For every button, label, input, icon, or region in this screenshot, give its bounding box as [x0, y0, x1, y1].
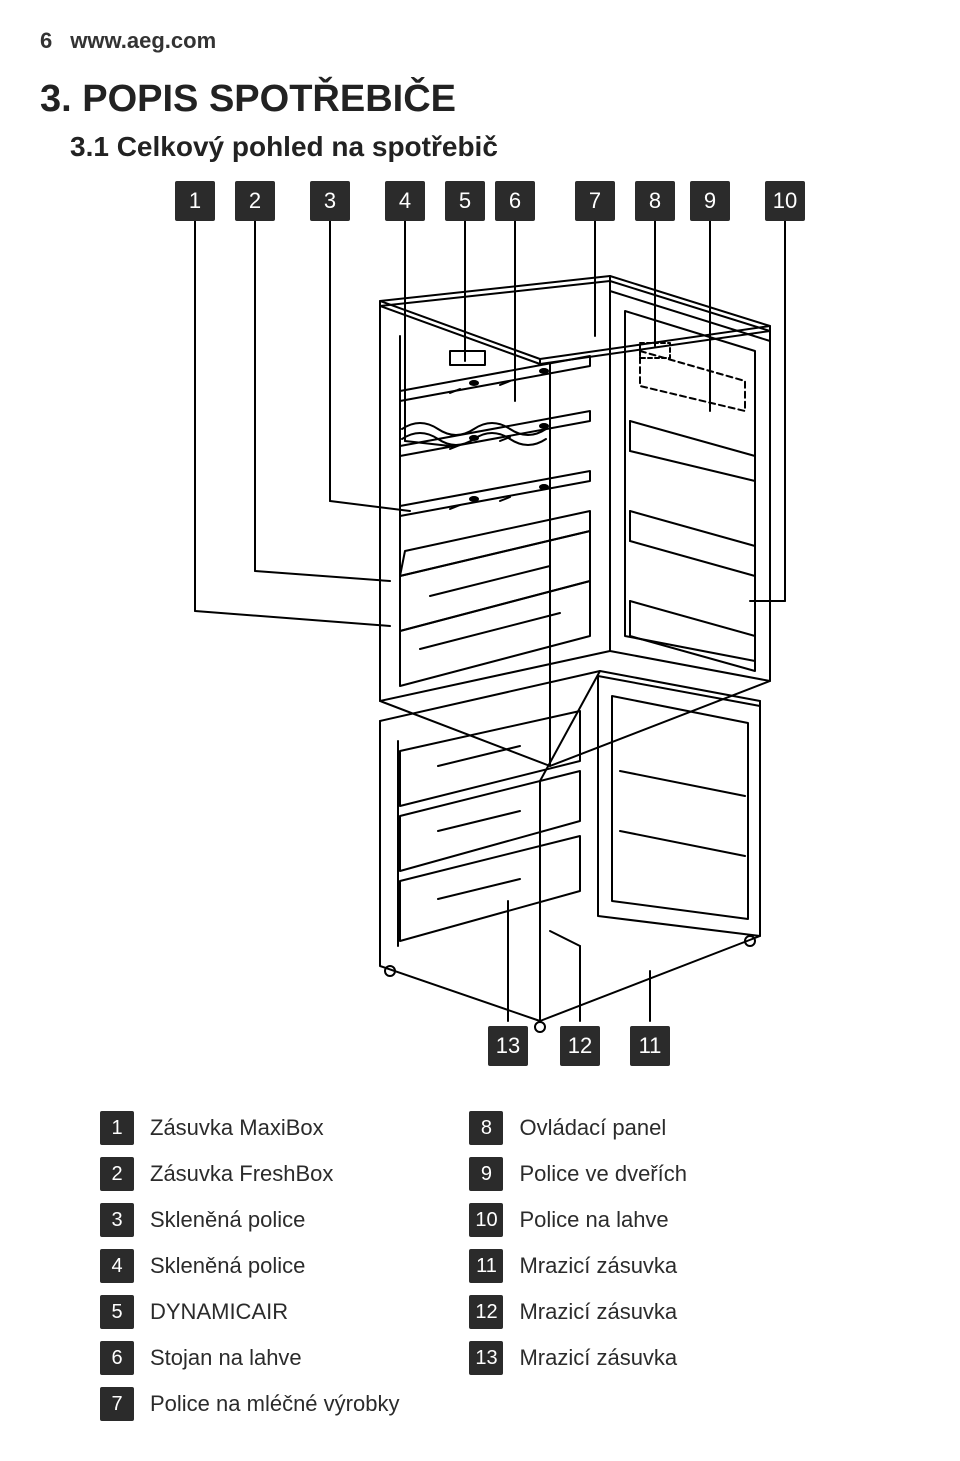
legend-item: 5 DYNAMICAIR	[100, 1295, 399, 1329]
legend-num: 10	[469, 1203, 503, 1237]
legend-label: Zásuvka MaxiBox	[150, 1115, 324, 1141]
page-number: 6	[40, 28, 52, 54]
callout-11: 11	[630, 1026, 670, 1066]
callout-5: 5	[445, 181, 485, 221]
legend-num: 1	[100, 1111, 134, 1145]
legend-num: 7	[100, 1387, 134, 1421]
fridge-svg	[50, 181, 900, 1081]
legend-label: Police na lahve	[519, 1207, 668, 1233]
legend-label: Stojan na lahve	[150, 1345, 302, 1371]
callout-7: 7	[575, 181, 615, 221]
legend-num: 3	[100, 1203, 134, 1237]
legend-num: 6	[100, 1341, 134, 1375]
legend-item: 1 Zásuvka MaxiBox	[100, 1111, 399, 1145]
legend-col-left: 1 Zásuvka MaxiBox 2 Zásuvka FreshBox 3 S…	[100, 1111, 399, 1421]
section-title: 3. POPIS SPOTŘEBIČE	[40, 78, 890, 121]
callout-8: 8	[635, 181, 675, 221]
callout-3: 3	[310, 181, 350, 221]
legend-label: Ovládací panel	[519, 1115, 666, 1141]
legend-label: Mrazicí zásuvka	[519, 1299, 677, 1325]
legend-label: Police na mléčné výrobky	[150, 1391, 399, 1417]
callout-4: 4	[385, 181, 425, 221]
callout-2: 2	[235, 181, 275, 221]
legend-num: 11	[469, 1249, 503, 1283]
site-url: www.aeg.com	[70, 28, 216, 54]
legend-item: 9 Police ve dveřích	[469, 1157, 687, 1191]
legend-num: 8	[469, 1111, 503, 1145]
legend-label: Police ve dveřích	[519, 1161, 687, 1187]
legend-label: Mrazicí zásuvka	[519, 1345, 677, 1371]
callout-6: 6	[495, 181, 535, 221]
callout-12: 12	[560, 1026, 600, 1066]
legend-item: 3 Skleněná police	[100, 1203, 399, 1237]
legend-label: Skleněná police	[150, 1253, 305, 1279]
legend-num: 4	[100, 1249, 134, 1283]
appliance-diagram: 1 2 3 4 5 6 7 8 9 10	[50, 181, 900, 1081]
callout-10: 10	[765, 181, 805, 221]
legend-item: 4 Skleněná police	[100, 1249, 399, 1283]
section-subtitle: 3.1 Celkový pohled na spotřebič	[70, 131, 890, 163]
legend-col-right: 8 Ovládací panel 9 Police ve dveřích 10 …	[469, 1111, 687, 1421]
legend-num: 12	[469, 1295, 503, 1329]
legend-label: Zásuvka FreshBox	[150, 1161, 333, 1187]
legend-item: 8 Ovládací panel	[469, 1111, 687, 1145]
page-header: 6 www.aeg.com	[40, 28, 890, 54]
legend-item: 11 Mrazicí zásuvka	[469, 1249, 687, 1283]
legend-num: 5	[100, 1295, 134, 1329]
legend-item: 6 Stojan na lahve	[100, 1341, 399, 1375]
legend-num: 2	[100, 1157, 134, 1191]
callout-13: 13	[488, 1026, 528, 1066]
legend-item: 7 Police na mléčné výrobky	[100, 1387, 399, 1421]
legend: 1 Zásuvka MaxiBox 2 Zásuvka FreshBox 3 S…	[100, 1111, 890, 1421]
legend-item: 10 Police na lahve	[469, 1203, 687, 1237]
callout-1: 1	[175, 181, 215, 221]
legend-label: DYNAMICAIR	[150, 1299, 288, 1325]
legend-label: Skleněná police	[150, 1207, 305, 1233]
legend-num: 9	[469, 1157, 503, 1191]
legend-num: 13	[469, 1341, 503, 1375]
callout-9: 9	[690, 181, 730, 221]
legend-item: 2 Zásuvka FreshBox	[100, 1157, 399, 1191]
legend-item: 13 Mrazicí zásuvka	[469, 1341, 687, 1375]
legend-label: Mrazicí zásuvka	[519, 1253, 677, 1279]
legend-item: 12 Mrazicí zásuvka	[469, 1295, 687, 1329]
